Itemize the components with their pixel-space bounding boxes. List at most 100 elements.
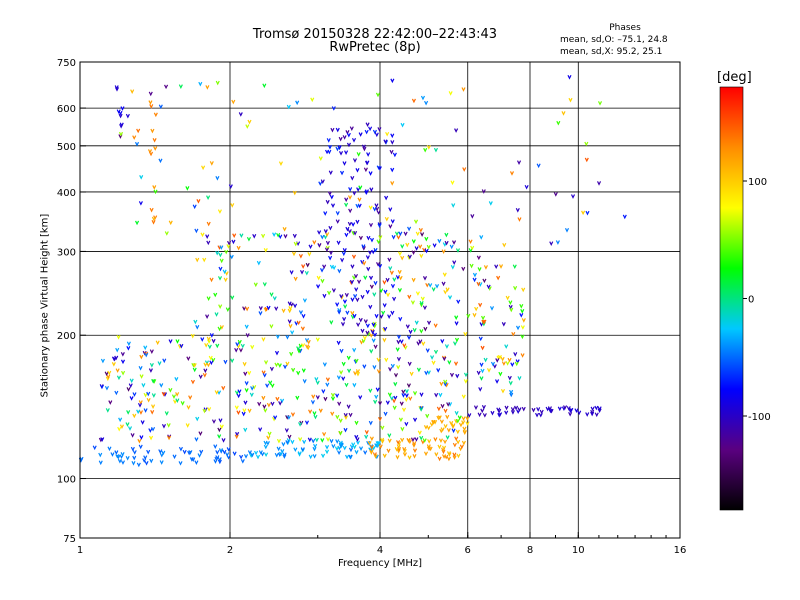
data-point: [400, 437, 405, 443]
data-point: [164, 231, 169, 236]
data-point: [258, 306, 263, 311]
data-point: [215, 80, 220, 86]
data-point: [144, 352, 149, 358]
data-point: [243, 427, 248, 433]
data-point: [422, 305, 427, 311]
x-tick-label: 4: [377, 545, 383, 556]
data-point: [490, 410, 495, 416]
data-point: [290, 412, 296, 417]
data-point: [190, 379, 195, 385]
data-point: [364, 430, 369, 435]
data-point: [622, 214, 627, 220]
data-point: [515, 207, 520, 213]
data-point: [219, 258, 224, 264]
data-point: [369, 445, 374, 450]
data-point: [206, 336, 211, 342]
data-point: [521, 318, 526, 323]
data-point: [360, 294, 365, 300]
data-point: [340, 258, 345, 263]
data-point: [132, 392, 137, 397]
data-point: [329, 320, 334, 325]
data-point: [370, 329, 375, 335]
data-point: [209, 277, 214, 283]
data-point: [114, 450, 119, 455]
axis-ticks: 1 2 4 6 8 10 16 75 100 200 300 400 500 600 750: [57, 58, 686, 556]
data-point: [116, 375, 121, 381]
x-tick-label: 6: [465, 545, 471, 556]
data-point: [348, 447, 354, 453]
data-point: [538, 412, 543, 418]
data-point: [141, 383, 146, 388]
data-point: [139, 435, 144, 440]
data-point: [186, 405, 191, 410]
data-point: [380, 425, 385, 431]
data-point: [377, 166, 382, 171]
data-point: [234, 434, 239, 440]
data-point: [361, 244, 366, 249]
data-point: [302, 379, 307, 384]
data-point: [377, 417, 383, 422]
data-point: [502, 242, 507, 248]
data-point: [337, 145, 342, 150]
y-tick-label: 500: [57, 142, 76, 153]
data-point: [151, 404, 156, 409]
data-point: [396, 235, 401, 240]
data-point: [344, 293, 349, 298]
data-point: [442, 454, 447, 459]
data-point: [314, 377, 319, 382]
data-point: [482, 278, 487, 284]
data-point: [396, 440, 401, 445]
data-point: [401, 389, 406, 395]
data-point: [211, 419, 217, 424]
data-point: [425, 282, 430, 288]
data-point: [258, 427, 263, 432]
data-point: [574, 408, 579, 413]
data-point: [327, 191, 332, 196]
data-point: [324, 445, 330, 450]
data-point: [426, 145, 431, 150]
data-point: [376, 357, 381, 363]
data-point: [299, 270, 305, 275]
data-point: [234, 405, 239, 411]
data-point: [345, 226, 350, 232]
data-point: [561, 111, 566, 116]
data-point: [472, 272, 477, 278]
data-point: [365, 255, 370, 260]
data-point: [206, 296, 211, 301]
data-point: [126, 346, 131, 351]
data-point: [568, 97, 573, 103]
data-point: [231, 99, 236, 105]
data-point: [217, 326, 222, 332]
data-point: [374, 394, 379, 400]
data-point: [243, 454, 249, 459]
data-point: [100, 437, 105, 442]
data-point: [356, 322, 361, 328]
data-point: [200, 232, 205, 238]
data-point: [372, 207, 377, 212]
data-point: [352, 383, 357, 388]
data-point: [108, 400, 113, 405]
data-point: [166, 423, 171, 428]
data-point: [167, 435, 172, 441]
data-point: [120, 452, 125, 457]
data-point: [262, 282, 267, 287]
data-point: [135, 220, 140, 226]
data-point: [369, 284, 374, 290]
data-point: [194, 437, 199, 442]
data-point: [398, 231, 403, 237]
data-point: [391, 235, 396, 240]
data-point: [217, 457, 222, 462]
data-point: [346, 142, 352, 148]
data-point: [214, 312, 219, 317]
data-point: [341, 361, 346, 367]
data-point: [406, 438, 411, 443]
data-point: [353, 230, 358, 236]
data-point: [373, 344, 378, 350]
data-point: [206, 195, 211, 200]
data-point: [143, 345, 148, 351]
data-point: [152, 379, 157, 384]
data-point: [229, 254, 234, 260]
data-point: [376, 210, 381, 215]
data-point: [404, 389, 409, 394]
data-point: [414, 246, 419, 251]
